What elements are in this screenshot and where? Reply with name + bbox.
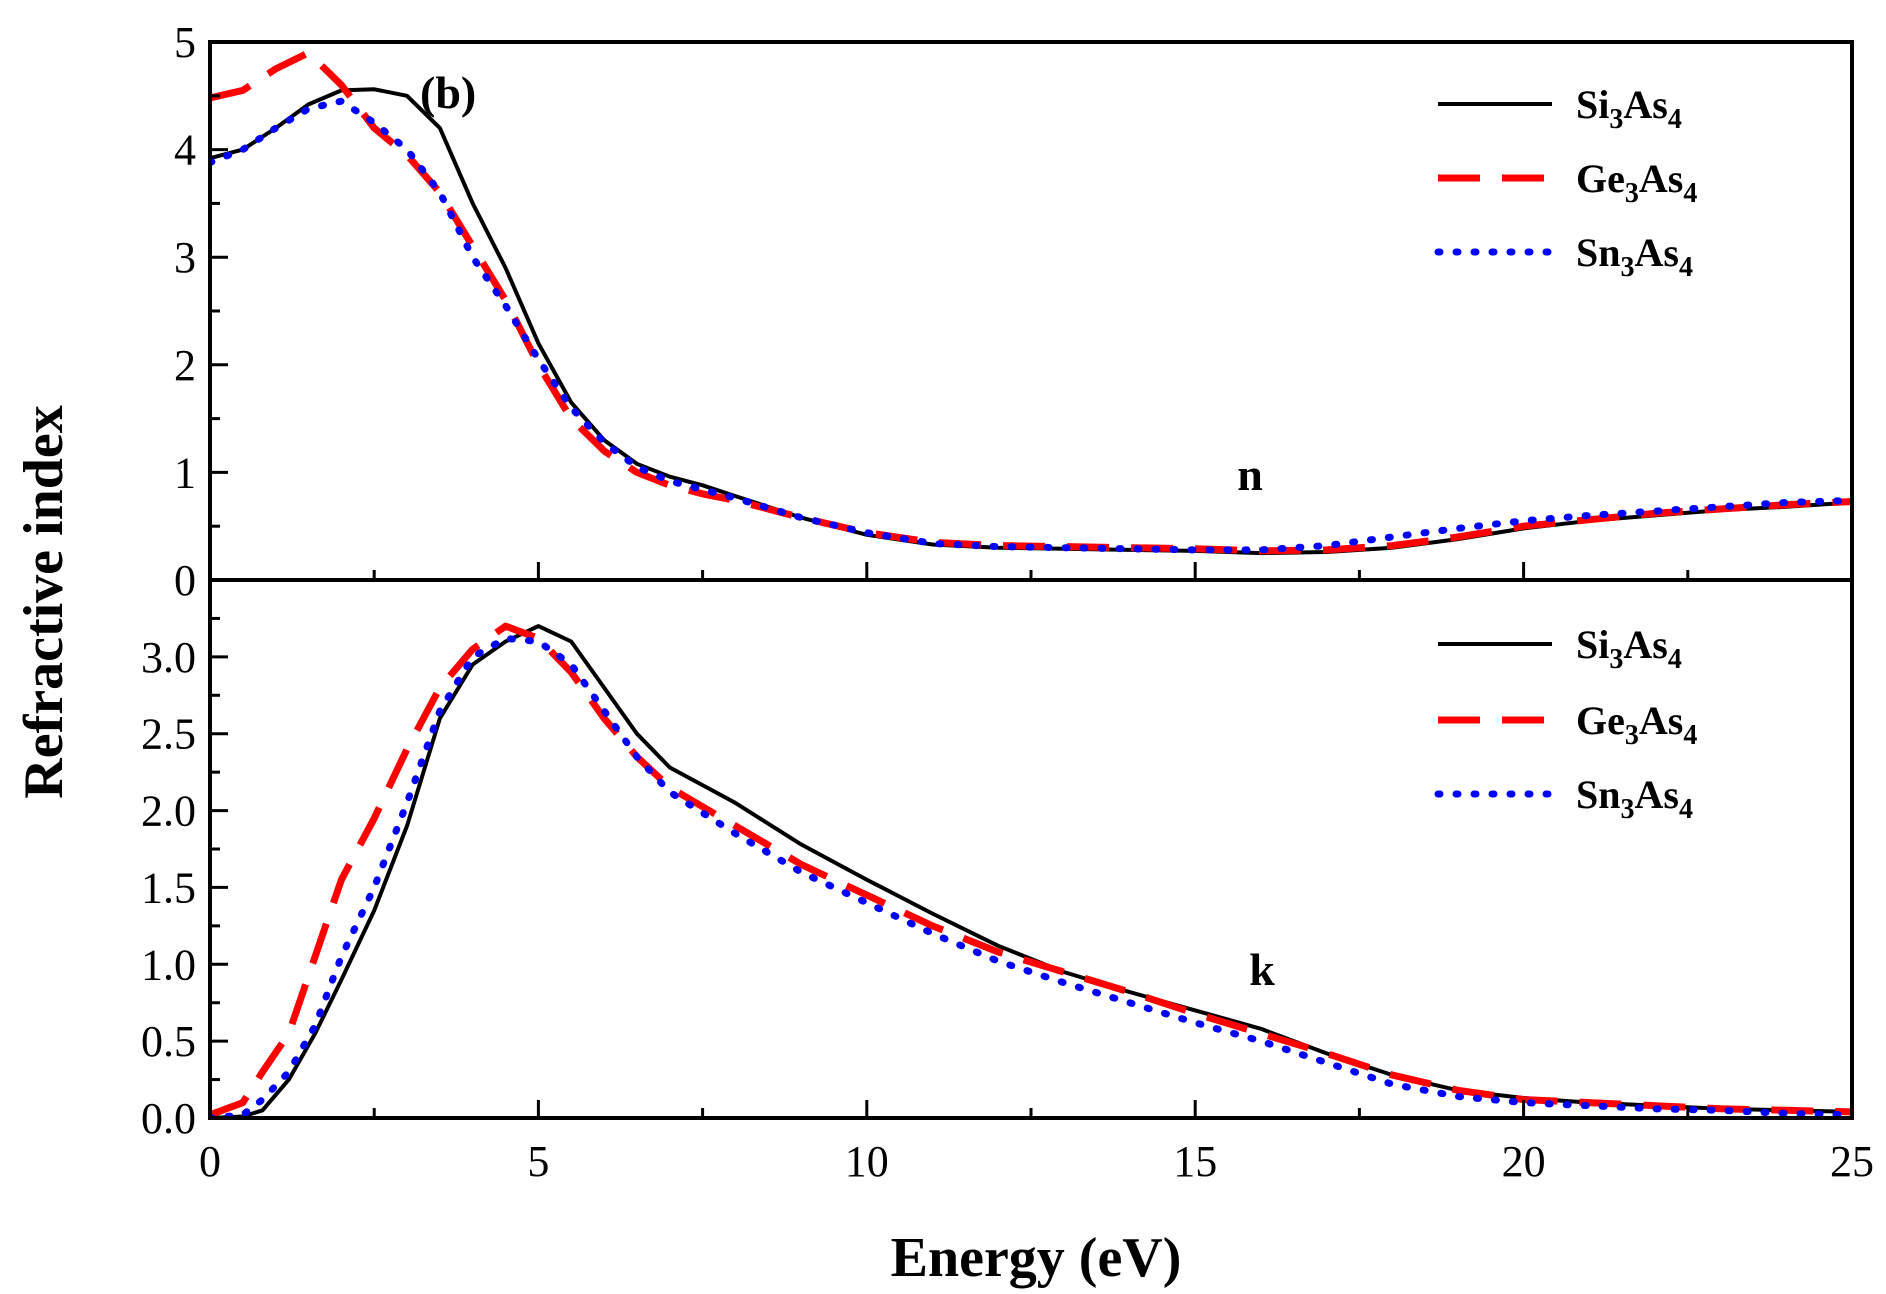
y-tick-label: 1.0 — [141, 940, 196, 989]
y-tick-label: 5 — [174, 18, 196, 67]
x-tick-label: 0 — [199, 1137, 221, 1186]
legend-label-part: As — [1639, 698, 1683, 743]
legend-label: Sn3As4 — [1576, 772, 1693, 825]
series-group — [210, 53, 1852, 553]
legend-label: Ge3As4 — [1576, 698, 1697, 751]
legend-label: Ge3As4 — [1576, 156, 1697, 209]
x-axis-title: Energy (eV) — [891, 1227, 1182, 1289]
y-tick-label: 0.5 — [141, 1017, 196, 1066]
legend-label: Si3As4 — [1576, 622, 1682, 675]
legend-label-part: As — [1623, 622, 1667, 667]
y-axis-title: Refractive index — [13, 405, 75, 798]
legend-label-subscript: 4 — [1679, 794, 1693, 825]
panel-label-n: n — [1237, 449, 1263, 500]
legend-label-subscript: 4 — [1683, 720, 1697, 751]
legend-label-subscript: 4 — [1668, 104, 1682, 135]
y-tick-label: 1.5 — [141, 863, 196, 912]
y-tick-label: 1 — [174, 448, 196, 497]
legend-label-part: Si — [1576, 622, 1609, 667]
y-tick-label: 2 — [174, 341, 196, 390]
y-tick-label: 4 — [174, 126, 196, 175]
legend-label-subscript: 3 — [1625, 720, 1639, 751]
legend-label-part: Sn — [1576, 772, 1621, 817]
y-tick-label: 0 — [174, 556, 196, 605]
legend-label-part: As — [1623, 82, 1667, 127]
series-line-ge3as4-n — [210, 53, 1852, 551]
legend-label-subscript: 4 — [1683, 178, 1697, 209]
legend-label-subscript: 3 — [1609, 104, 1623, 135]
figure-label: (b) — [420, 67, 476, 118]
legend-label-part: Sn — [1576, 230, 1621, 275]
y-tick-label: 3.0 — [141, 633, 196, 682]
panel-label-k: k — [1249, 944, 1275, 995]
y-tick-label: 2.5 — [141, 710, 196, 759]
legend-label-subscript: 3 — [1621, 252, 1635, 283]
legend-label-part: Ge — [1576, 156, 1625, 201]
x-tick-label: 10 — [845, 1137, 889, 1186]
x-tick-label: 20 — [1502, 1137, 1546, 1186]
legend-label-subscript: 3 — [1625, 178, 1639, 209]
legend-label-subscript: 4 — [1668, 644, 1682, 675]
legend-label-subscript: 4 — [1679, 252, 1693, 283]
x-tick-label: 5 — [527, 1137, 549, 1186]
legend-label: Si3As4 — [1576, 82, 1682, 135]
legend-label: Sn3As4 — [1576, 230, 1693, 283]
legend-label-subscript: 3 — [1621, 794, 1635, 825]
y-tick-label: 0.0 — [141, 1094, 196, 1143]
chart-root: 012345Si3As4Ge3As4Sn3As40.00.51.01.52.02… — [141, 18, 1874, 1186]
x-tick-label: 15 — [1173, 1137, 1217, 1186]
legend-label-part: Si — [1576, 82, 1609, 127]
legend-label-part: As — [1635, 230, 1679, 275]
legend-label-part: Ge — [1576, 698, 1625, 743]
legend-label-part: As — [1635, 772, 1679, 817]
legend-label-subscript: 3 — [1609, 644, 1623, 675]
legend-label-part: As — [1639, 156, 1683, 201]
x-tick-label: 25 — [1830, 1137, 1874, 1186]
y-tick-label: 2.0 — [141, 787, 196, 836]
refractive-index-figure: 012345Si3As4Ge3As4Sn3As40.00.51.01.52.02… — [0, 0, 1886, 1294]
y-tick-label: 3 — [174, 233, 196, 282]
